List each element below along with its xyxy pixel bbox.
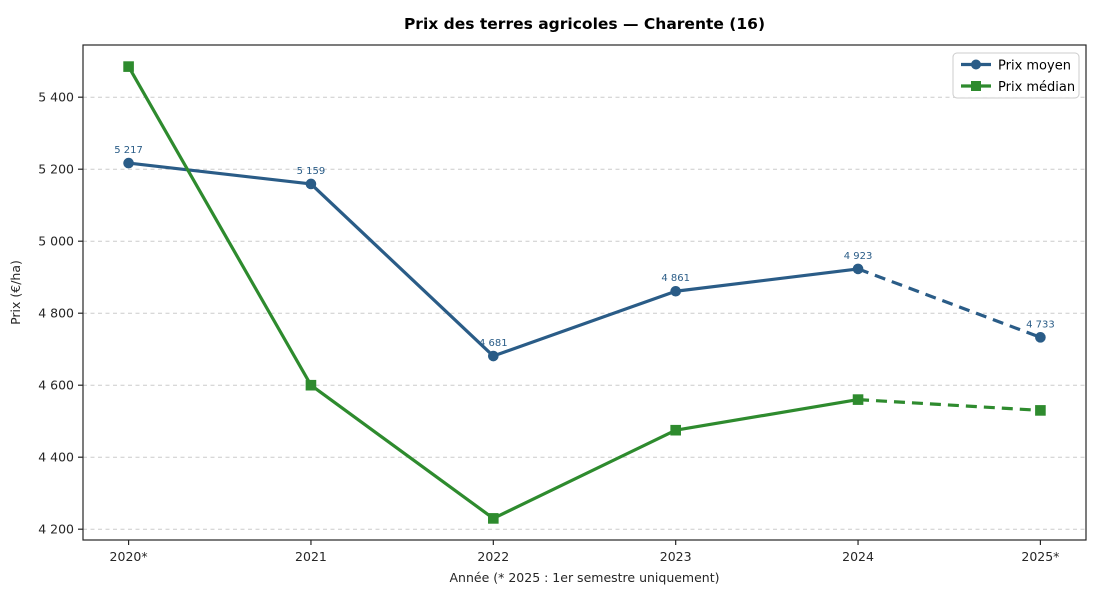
- x-axis-label: Année (* 2025 : 1er semestre uniquement): [449, 570, 719, 585]
- data-point-marker-circle: [670, 285, 681, 297]
- plot-border: [82, 44, 1087, 541]
- series-line-dashed-prix-moyen: [857, 267, 1041, 339]
- point-label: 5 159: [297, 166, 326, 177]
- y-tick-label: 4 400: [38, 450, 74, 465]
- point-label: 4 923: [844, 251, 873, 262]
- data-point-marker-circle: [488, 350, 499, 362]
- legend-marker-circle: [971, 59, 981, 70]
- x-tick-label: 2025*: [1021, 549, 1059, 564]
- x-tick-label: 2024: [842, 549, 874, 564]
- point-label: 4 733: [1026, 319, 1055, 330]
- data-point-marker-circle: [1035, 332, 1046, 343]
- x-tick-label: 2023: [660, 549, 692, 564]
- y-tick-label: 4 800: [38, 306, 74, 321]
- data-point-marker-square: [123, 61, 134, 72]
- x-tick-label: 2022: [477, 549, 509, 564]
- chart-title: Prix des terres agricoles — Charente (16…: [404, 15, 765, 33]
- y-tick-label: 5 200: [38, 162, 74, 177]
- x-tick-label: 2021: [295, 549, 327, 564]
- legend-item: Prix moyen: [961, 58, 1071, 73]
- data-point-marker-square: [305, 379, 317, 391]
- point-label: 5 217: [114, 145, 143, 156]
- data-point-marker-square: [852, 394, 864, 405]
- series-line-dashed-prix-median: [857, 398, 1041, 412]
- y-tick-label: 5 400: [38, 90, 74, 105]
- legend-label: Prix moyen: [998, 58, 1071, 73]
- point-label: 4 861: [661, 273, 690, 284]
- legend-item: Prix médian: [961, 80, 1075, 95]
- data-point-marker-circle: [852, 263, 864, 275]
- plot-area: [83, 45, 1086, 540]
- y-axis-label: Prix (€/ha): [8, 260, 23, 325]
- data-point-marker-square: [670, 424, 681, 436]
- legend: Prix moyen Prix médian: [952, 52, 1080, 99]
- legend-marker-square: [971, 81, 981, 91]
- data-point-marker-square: [1035, 405, 1046, 416]
- y-tick-label: 5 000: [38, 234, 74, 249]
- point-label: 4 681: [479, 338, 508, 349]
- y-tick-label: 4 600: [38, 378, 74, 393]
- data-point-marker-square: [488, 513, 499, 524]
- y-tick-label: 4 200: [38, 522, 74, 537]
- x-tick-label: 2020*: [110, 549, 148, 564]
- legend-label: Prix médian: [998, 80, 1075, 95]
- data-point-marker-circle: [305, 178, 317, 190]
- data-point-marker-circle: [123, 157, 134, 169]
